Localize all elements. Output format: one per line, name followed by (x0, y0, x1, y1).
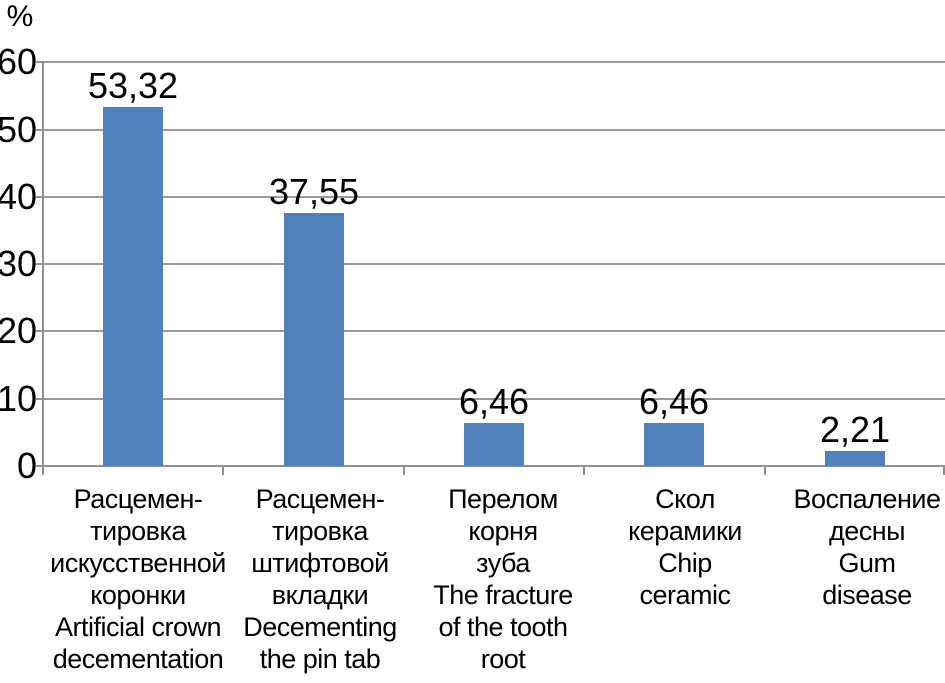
gridline (43, 398, 945, 400)
y-axis-tick (36, 263, 43, 265)
y-axis-tick-label: 20 (0, 310, 37, 351)
x-axis-category-label: Воспаление десны Gum disease (793, 484, 941, 610)
y-axis-tick (36, 398, 43, 400)
y-axis-tick-label: 10 (0, 378, 37, 419)
y-axis-tick (36, 465, 43, 467)
gridline (43, 263, 945, 265)
x-axis-tick (403, 467, 405, 475)
x-axis-tick (764, 467, 766, 475)
gridline (43, 196, 945, 198)
x-axis-category-label: Перелом корня зуба The fracture of the t… (433, 484, 573, 674)
bar-value-label: 2,21 (819, 409, 891, 450)
x-axis-category-label: Скол керамики Chip ceramic (628, 484, 742, 610)
y-axis-tick-label: 60 (0, 41, 37, 82)
gridline (43, 129, 945, 131)
y-axis-tick (36, 330, 43, 332)
y-axis-line (42, 61, 44, 467)
x-axis-tick (42, 467, 44, 475)
gridline (43, 330, 945, 332)
bar (464, 423, 524, 466)
bar-value-label: 6,46 (458, 381, 530, 422)
gridline (43, 61, 945, 63)
y-axis-tick-label: 40 (0, 176, 37, 217)
y-axis-tick-label: 30 (0, 243, 37, 284)
x-axis-line (43, 465, 945, 467)
x-axis-category-label: Расцемен- тировка искусственной коронки … (50, 484, 226, 674)
bar (644, 423, 704, 466)
bar-value-label: 6,46 (638, 381, 710, 422)
x-axis-category-label: Расцемен- тировка штифтовой вкладки Dece… (243, 484, 397, 674)
y-axis-title: % (6, 0, 34, 33)
bar (103, 107, 163, 466)
x-axis-tick (222, 467, 224, 475)
x-axis-tick (943, 467, 945, 475)
y-axis-tick (36, 129, 43, 131)
bar-value-label: 37,55 (268, 171, 360, 212)
x-axis-tick (583, 467, 585, 475)
y-axis-tick-label: 50 (0, 109, 37, 150)
bar (284, 213, 344, 466)
y-axis-tick-label: 0 (16, 445, 37, 486)
y-axis-tick (36, 61, 43, 63)
bar (825, 451, 885, 466)
y-axis-tick (36, 196, 43, 198)
bar-value-label: 53,32 (87, 65, 179, 106)
